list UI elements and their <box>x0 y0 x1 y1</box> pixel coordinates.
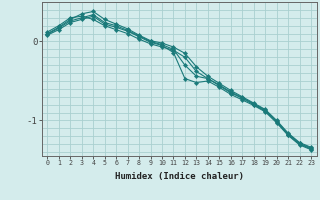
X-axis label: Humidex (Indice chaleur): Humidex (Indice chaleur) <box>115 172 244 181</box>
